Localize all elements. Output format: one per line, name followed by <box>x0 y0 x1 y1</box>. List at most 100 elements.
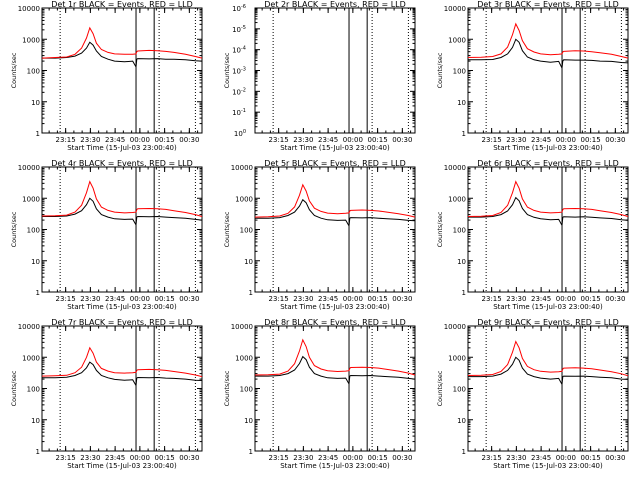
x-axis-label: Start Time (15-Jul-03 23:00:40) <box>67 303 177 311</box>
x-tick-label: 00:00 <box>556 454 576 462</box>
x-tick-label: 23:30 <box>293 136 313 144</box>
x-axis-label: Start Time (15-Jul-03 23:00:40) <box>493 144 603 152</box>
plot-frame <box>254 166 416 293</box>
y-tick-label: 10 <box>457 258 466 266</box>
y-axis-label: Counts/sec <box>436 370 444 406</box>
x-tick-label: 00:30 <box>179 136 199 144</box>
series-lld-line <box>467 22 629 59</box>
series-events-line <box>255 198 416 228</box>
x-tick-label: 23:15 <box>269 295 289 303</box>
x-tick-label: 00:00 <box>343 454 363 462</box>
panel-title: Det 9r BLACK = Events, RED = LLD <box>477 318 619 327</box>
panel-title: Det 8r BLACK = Events, RED = LLD <box>264 318 406 327</box>
y-tick-label: 100 <box>240 386 253 394</box>
y-tick-label: 1 <box>36 130 40 138</box>
panel-det-5: Det 5r BLACK = Events, RED = LLD 1 10 100 10… <box>223 159 416 311</box>
panel-det-8: Det 8r BLACK = Events, RED = LLD 1 10 100 10… <box>223 318 416 470</box>
y-tick-label: 1000 <box>448 36 466 44</box>
y-tick-label: 100 <box>453 386 466 394</box>
series-lld-line <box>41 180 203 217</box>
y-tick-label: 1000 <box>448 354 466 362</box>
x-axis-label: Start Time (15-Jul-03 23:00:40) <box>280 462 390 470</box>
x-tick-label: 23:45 <box>531 295 551 303</box>
x-tick-label: 23:30 <box>506 295 526 303</box>
y-tick-label: 10-1 <box>232 108 246 117</box>
x-tick-label: 00:15 <box>155 454 175 462</box>
x-tick-label: 00:00 <box>130 136 150 144</box>
y-tick-label: 1 <box>462 448 466 456</box>
x-tick-label: 00:30 <box>392 295 412 303</box>
panel-det-6: Det 6r BLACK = Events, RED = LLD 1 10 100 10… <box>436 159 629 311</box>
series-lld-line <box>467 180 629 217</box>
plot-frame <box>467 7 629 134</box>
series-events-line <box>42 197 203 227</box>
y-tick-label: 10000 <box>231 164 253 172</box>
y-tick-label: 10000 <box>444 164 466 172</box>
x-tick-label: 23:30 <box>293 295 313 303</box>
y-tick-label: 10-3 <box>232 67 246 76</box>
series-events-line <box>255 355 416 386</box>
y-tick-label: 10000 <box>18 323 40 331</box>
y-tick-label: 1000 <box>22 354 40 362</box>
x-tick-label: 00:00 <box>343 136 363 144</box>
y-tick-label: 100 <box>240 227 253 235</box>
y-tick-label: 1 <box>36 448 40 456</box>
series-events-line <box>42 361 203 388</box>
plot-frame <box>41 166 203 293</box>
x-axis-label: Start Time (15-Jul-03 23:00:40) <box>493 303 603 311</box>
y-axis-label: Counts/sec <box>10 211 18 247</box>
x-tick-label: 00:30 <box>392 136 412 144</box>
series-events-line <box>468 38 629 70</box>
y-tick-label: 1 <box>249 289 253 297</box>
plot-frame <box>467 166 629 293</box>
x-tick-label: 23:45 <box>318 454 338 462</box>
y-tick-label: 1 <box>249 448 253 456</box>
y-tick-label: 100 <box>27 227 40 235</box>
x-tick-label: 00:15 <box>155 136 175 144</box>
x-tick-label: 23:30 <box>293 454 313 462</box>
x-tick-label: 23:15 <box>56 454 76 462</box>
x-tick-label: 23:45 <box>105 454 125 462</box>
plot-frame <box>41 7 203 134</box>
panel-det-9: Det 9r BLACK = Events, RED = LLD 1 10 100 10… <box>436 318 629 470</box>
x-tick-label: 23:30 <box>80 454 100 462</box>
panel-title: Det 6r BLACK = Events, RED = LLD <box>477 159 619 168</box>
y-axis-label: Counts/sec <box>436 211 444 247</box>
y-axis-label: Counts/sec <box>223 370 231 406</box>
x-tick-label: 23:15 <box>482 295 502 303</box>
x-tick-label: 23:45 <box>531 136 551 144</box>
x-tick-label: 23:30 <box>506 136 526 144</box>
panel-title: Det 3r BLACK = Events, RED = LLD <box>477 0 619 9</box>
x-tick-label: 23:45 <box>531 454 551 462</box>
y-tick-label: 1 <box>462 289 466 297</box>
series-lld-line <box>41 26 203 59</box>
y-tick-label: 10 <box>31 417 40 425</box>
y-tick-label: 100 <box>27 386 40 394</box>
x-tick-label: 23:15 <box>56 295 76 303</box>
series-lld-line <box>41 346 203 378</box>
x-tick-label: 23:15 <box>482 454 502 462</box>
plot-frame <box>254 325 416 452</box>
panel-det-4: Det 4r BLACK = Events, RED = LLD 1 10 100 10… <box>10 159 203 311</box>
y-tick-label: 10-5 <box>232 25 246 34</box>
x-tick-label: 00:30 <box>392 454 412 462</box>
x-tick-label: 00:15 <box>155 295 175 303</box>
panel-det-2: Det 2r BLACK = Events, RED = LLD 100 10-1 1… <box>223 0 416 152</box>
x-tick-label: 00:00 <box>130 454 150 462</box>
y-tick-label: 10-4 <box>232 46 246 55</box>
y-tick-label: 1 <box>36 289 40 297</box>
series-lld-line <box>254 338 416 376</box>
x-tick-label: 00:00 <box>556 295 576 303</box>
x-axis-label: Start Time (15-Jul-03 23:00:40) <box>280 303 390 311</box>
series-lld-line <box>254 183 416 218</box>
x-axis-label: Start Time (15-Jul-03 23:00:40) <box>67 462 177 470</box>
panel-title: Det 7r BLACK = Events, RED = LLD <box>51 318 193 327</box>
x-tick-label: 00:15 <box>368 295 388 303</box>
series-lld-line <box>467 340 629 377</box>
y-tick-label: 10 <box>244 417 253 425</box>
y-tick-label: 10 <box>244 258 253 266</box>
y-tick-label: 10 <box>457 417 466 425</box>
x-tick-label: 00:00 <box>556 136 576 144</box>
panel-title: Det 2r BLACK = Events, RED = LLD <box>264 0 406 9</box>
